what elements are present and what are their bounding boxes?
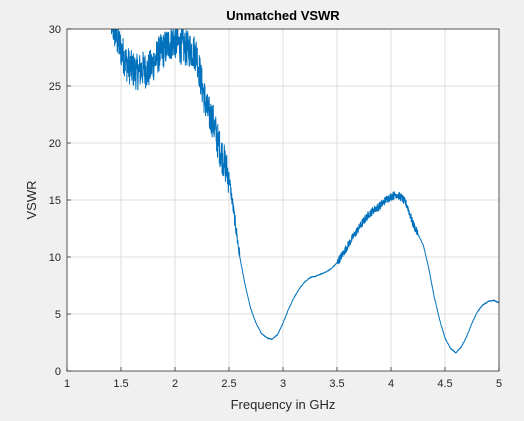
y-tick-label: 10	[49, 252, 61, 264]
x-tick-label: 1.5	[113, 378, 128, 390]
y-axis-label: VSWR	[24, 181, 39, 220]
axis-ticks: 1 1.5 2 2.5 3 3.5 4 4.5 5 0 5 10 15 20 25 30	[49, 24, 502, 390]
x-axis-label: Frequency in GHz	[231, 397, 336, 412]
vswr-series-line	[110, 29, 499, 354]
x-tick-label: 4	[388, 378, 394, 390]
y-tick-label: 0	[55, 366, 61, 378]
x-tick-label: 5	[496, 378, 502, 390]
x-tick-label: 1	[64, 378, 70, 390]
y-tick-label: 25	[49, 81, 61, 93]
chart-title: Unmatched VSWR	[226, 8, 340, 23]
y-tick-label: 30	[49, 24, 61, 36]
y-tick-label: 15	[49, 195, 61, 207]
x-tick-label: 2.5	[221, 378, 236, 390]
x-tick-label: 3.5	[329, 378, 344, 390]
y-tick-label: 5	[55, 309, 61, 321]
series-layer	[110, 29, 499, 354]
x-tick-label: 2	[172, 378, 178, 390]
y-tick-label: 20	[49, 138, 61, 150]
x-tick-label: 3	[280, 378, 286, 390]
x-tick-label: 4.5	[437, 378, 452, 390]
